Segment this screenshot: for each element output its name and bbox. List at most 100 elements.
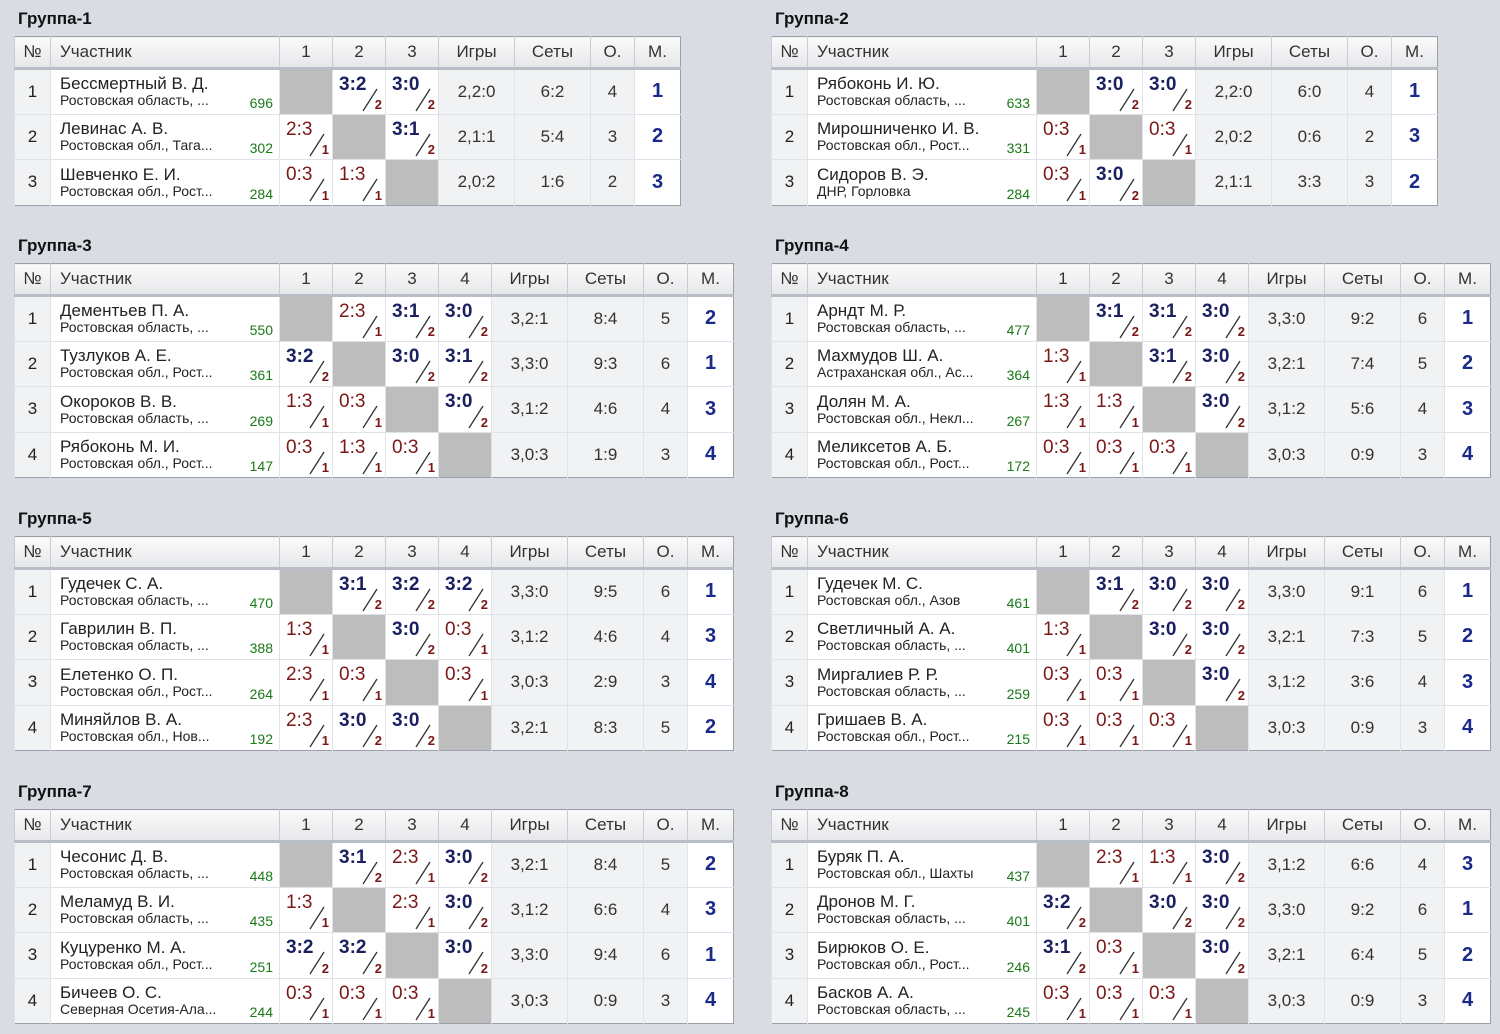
col-header-opponent-3[interactable]: 3 [1142,36,1196,70]
col-header-points[interactable]: О. [643,809,688,843]
match-result-cell[interactable]: 1:3 1 [1036,613,1090,660]
match-result-cell[interactable]: 1:3 1 [279,886,333,933]
participant-cell[interactable]: Мирошниченко И. В. Ростовская обл., Рост.… [807,113,1037,160]
player-row[interactable]: 1 Рябоконь И. Ю. Ростовская область, ... 63… [771,68,1438,114]
player-row[interactable]: 4 Бичеев О. С. Северная Осетия-Ала... 244 0:… [14,977,734,1024]
col-header-place[interactable]: М. [1444,536,1491,570]
col-header-opponent-4[interactable]: 4 [1195,536,1249,570]
participant-cell[interactable]: Меламуд В. И. Ростовская область, ... 435 [50,886,280,933]
col-header-place[interactable]: М. [1391,36,1438,70]
player-name[interactable]: Меликсетов А. Б. [817,437,953,457]
participant-cell[interactable]: Левинас А. В. Ростовская обл., Тага... 302 [50,113,280,160]
player-row[interactable]: 3 Сидоров В. Э. ДНР, Горловка 284 0:3 1 3:0 2 2,… [771,159,1438,205]
col-header-opponent-1[interactable]: 1 [279,263,333,297]
match-result-cell[interactable]: 0:3 1 [1036,159,1090,205]
match-result-cell[interactable]: 3:2 2 [385,568,439,614]
player-row[interactable]: 1 Дементьев П. А. Ростовская область, ... 5… [14,295,734,341]
match-result-cell[interactable]: 0:3 1 [332,659,386,705]
col-header-participant[interactable]: Участник [807,36,1037,70]
match-result-cell[interactable]: 3:2 2 [438,568,492,614]
match-result-cell[interactable]: 3:0 2 [1142,613,1196,660]
match-result-cell[interactable]: 3:0 2 [1195,841,1249,887]
col-header-opponent-4[interactable]: 4 [438,536,492,570]
match-result-cell[interactable]: 3:0 2 [438,386,492,432]
col-header-participant[interactable]: Участник [50,536,280,570]
col-header-opponent-1[interactable]: 1 [1036,536,1090,570]
player-name[interactable]: Бессмертный В. Д. [60,74,209,94]
match-result-cell[interactable]: 3:0 2 [1195,932,1249,978]
match-result-cell[interactable]: 0:3 1 [1089,659,1143,705]
participant-cell[interactable]: Миргалиев Р. Р. Ростовская область, ... 25… [807,659,1037,705]
player-row[interactable]: 2 Светличный А. А. Ростовская область, ...… [771,613,1491,660]
player-name[interactable]: Светличный А. А. [817,619,956,639]
col-header-opponent-3[interactable]: 3 [1142,263,1196,297]
col-header-place[interactable]: М. [687,536,734,570]
match-result-cell[interactable]: 1:3 1 [1142,841,1196,887]
player-row[interactable]: 2 Левинас А. В. Ростовская обл., Тага... 30… [14,113,681,160]
col-header-sets[interactable]: Сеты [567,263,644,297]
match-result-cell[interactable]: 0:3 1 [1089,932,1143,978]
player-name[interactable]: Рябоконь М. И. [60,437,180,457]
match-result-cell[interactable]: 0:3 1 [1089,977,1143,1024]
match-result-cell[interactable]: 1:3 1 [1036,386,1090,432]
col-header-participant[interactable]: Участник [50,36,280,70]
player-name[interactable]: Елетенко О. П. [60,664,179,684]
match-result-cell[interactable]: 3:0 2 [385,68,439,114]
player-row[interactable]: 1 Арндт М. Р. Ростовская область, ... 477 3:… [771,295,1491,341]
match-result-cell[interactable]: 3:1 2 [1142,340,1196,387]
participant-cell[interactable]: Чесонис Д. В. Ростовская область, ... 448 [50,841,280,887]
player-name[interactable]: Гудечек С. А. [60,574,164,594]
participant-cell[interactable]: Рябоконь И. Ю. Ростовская область, ... 633 [807,68,1037,114]
match-result-cell[interactable]: 0:3 1 [1089,704,1143,751]
match-result-cell[interactable]: 0:3 1 [1036,431,1090,478]
match-result-cell[interactable]: 3:0 2 [385,340,439,387]
participant-cell[interactable]: Бирюков О. Е. Ростовская обл., Рост... 246 [807,932,1037,978]
player-row[interactable]: 1 Буряк П. А. Ростовская обл., Шахты 437 2:3… [771,841,1491,887]
col-header-opponent-4[interactable]: 4 [438,263,492,297]
match-result-cell[interactable]: 3:1 2 [332,568,386,614]
player-name[interactable]: Левинас А. В. [60,119,169,139]
participant-cell[interactable]: Гаврилин В. П. Ростовская область, ... 388 [50,613,280,660]
col-header-sets[interactable]: Сеты [567,809,644,843]
col-header-participant[interactable]: Участник [50,809,280,843]
col-header-opponent-2[interactable]: 2 [1089,536,1143,570]
match-result-cell[interactable]: 2:3 1 [279,113,333,160]
col-header-sets[interactable]: Сеты [1324,263,1401,297]
col-header-points[interactable]: О. [1400,263,1445,297]
match-result-cell[interactable]: 3:0 2 [438,295,492,341]
match-result-cell[interactable]: 3:2 2 [279,340,333,387]
player-name[interactable]: Буряк П. А. [817,847,905,867]
match-result-cell[interactable]: 0:3 1 [332,977,386,1024]
col-header-points[interactable]: О. [643,536,688,570]
match-result-cell[interactable]: 0:3 1 [1089,431,1143,478]
player-row[interactable]: 2 Меламуд В. И. Ростовская область, ... 435… [14,886,734,933]
col-header-opponent-1[interactable]: 1 [279,536,333,570]
col-header-points[interactable]: О. [590,36,635,70]
col-header-place[interactable]: М. [1444,263,1491,297]
col-header-place[interactable]: М. [687,809,734,843]
match-result-cell[interactable]: 1:3 1 [332,431,386,478]
match-result-cell[interactable]: 2:3 1 [385,886,439,933]
col-header-place[interactable]: М. [1444,809,1491,843]
col-header-sets[interactable]: Сеты [567,536,644,570]
player-name[interactable]: Мирошниченко И. В. [817,119,980,139]
player-row[interactable]: 4 Меликсетов А. Б. Ростовская обл., Рост..… [771,431,1491,478]
player-name[interactable]: Бичеев О. С. [60,983,162,1003]
participant-cell[interactable]: Шевченко Е. И. Ростовская обл., Рост... 28… [50,159,280,205]
participant-cell[interactable]: Куцуренко М. А. Ростовская обл., Рост... 2… [50,932,280,978]
player-name[interactable]: Гришаев В. А. [817,710,928,730]
match-result-cell[interactable]: 3:0 2 [1195,886,1249,933]
col-header-number[interactable]: № [771,263,808,297]
match-result-cell[interactable]: 3:0 2 [1142,886,1196,933]
player-name[interactable]: Дронов М. Г. [817,892,916,912]
match-result-cell[interactable]: 3:1 2 [1036,932,1090,978]
match-result-cell[interactable]: 3:0 2 [385,704,439,751]
participant-cell[interactable]: Гудечек С. А. Ростовская область, ... 470 [50,568,280,614]
col-header-participant[interactable]: Участник [807,536,1037,570]
col-header-sets[interactable]: Сеты [1324,809,1401,843]
match-result-cell[interactable]: 0:3 1 [438,659,492,705]
match-result-cell[interactable]: 2:3 1 [279,659,333,705]
col-header-opponent-4[interactable]: 4 [438,809,492,843]
col-header-opponent-2[interactable]: 2 [332,809,386,843]
player-name[interactable]: Долян М. А. [817,391,911,411]
